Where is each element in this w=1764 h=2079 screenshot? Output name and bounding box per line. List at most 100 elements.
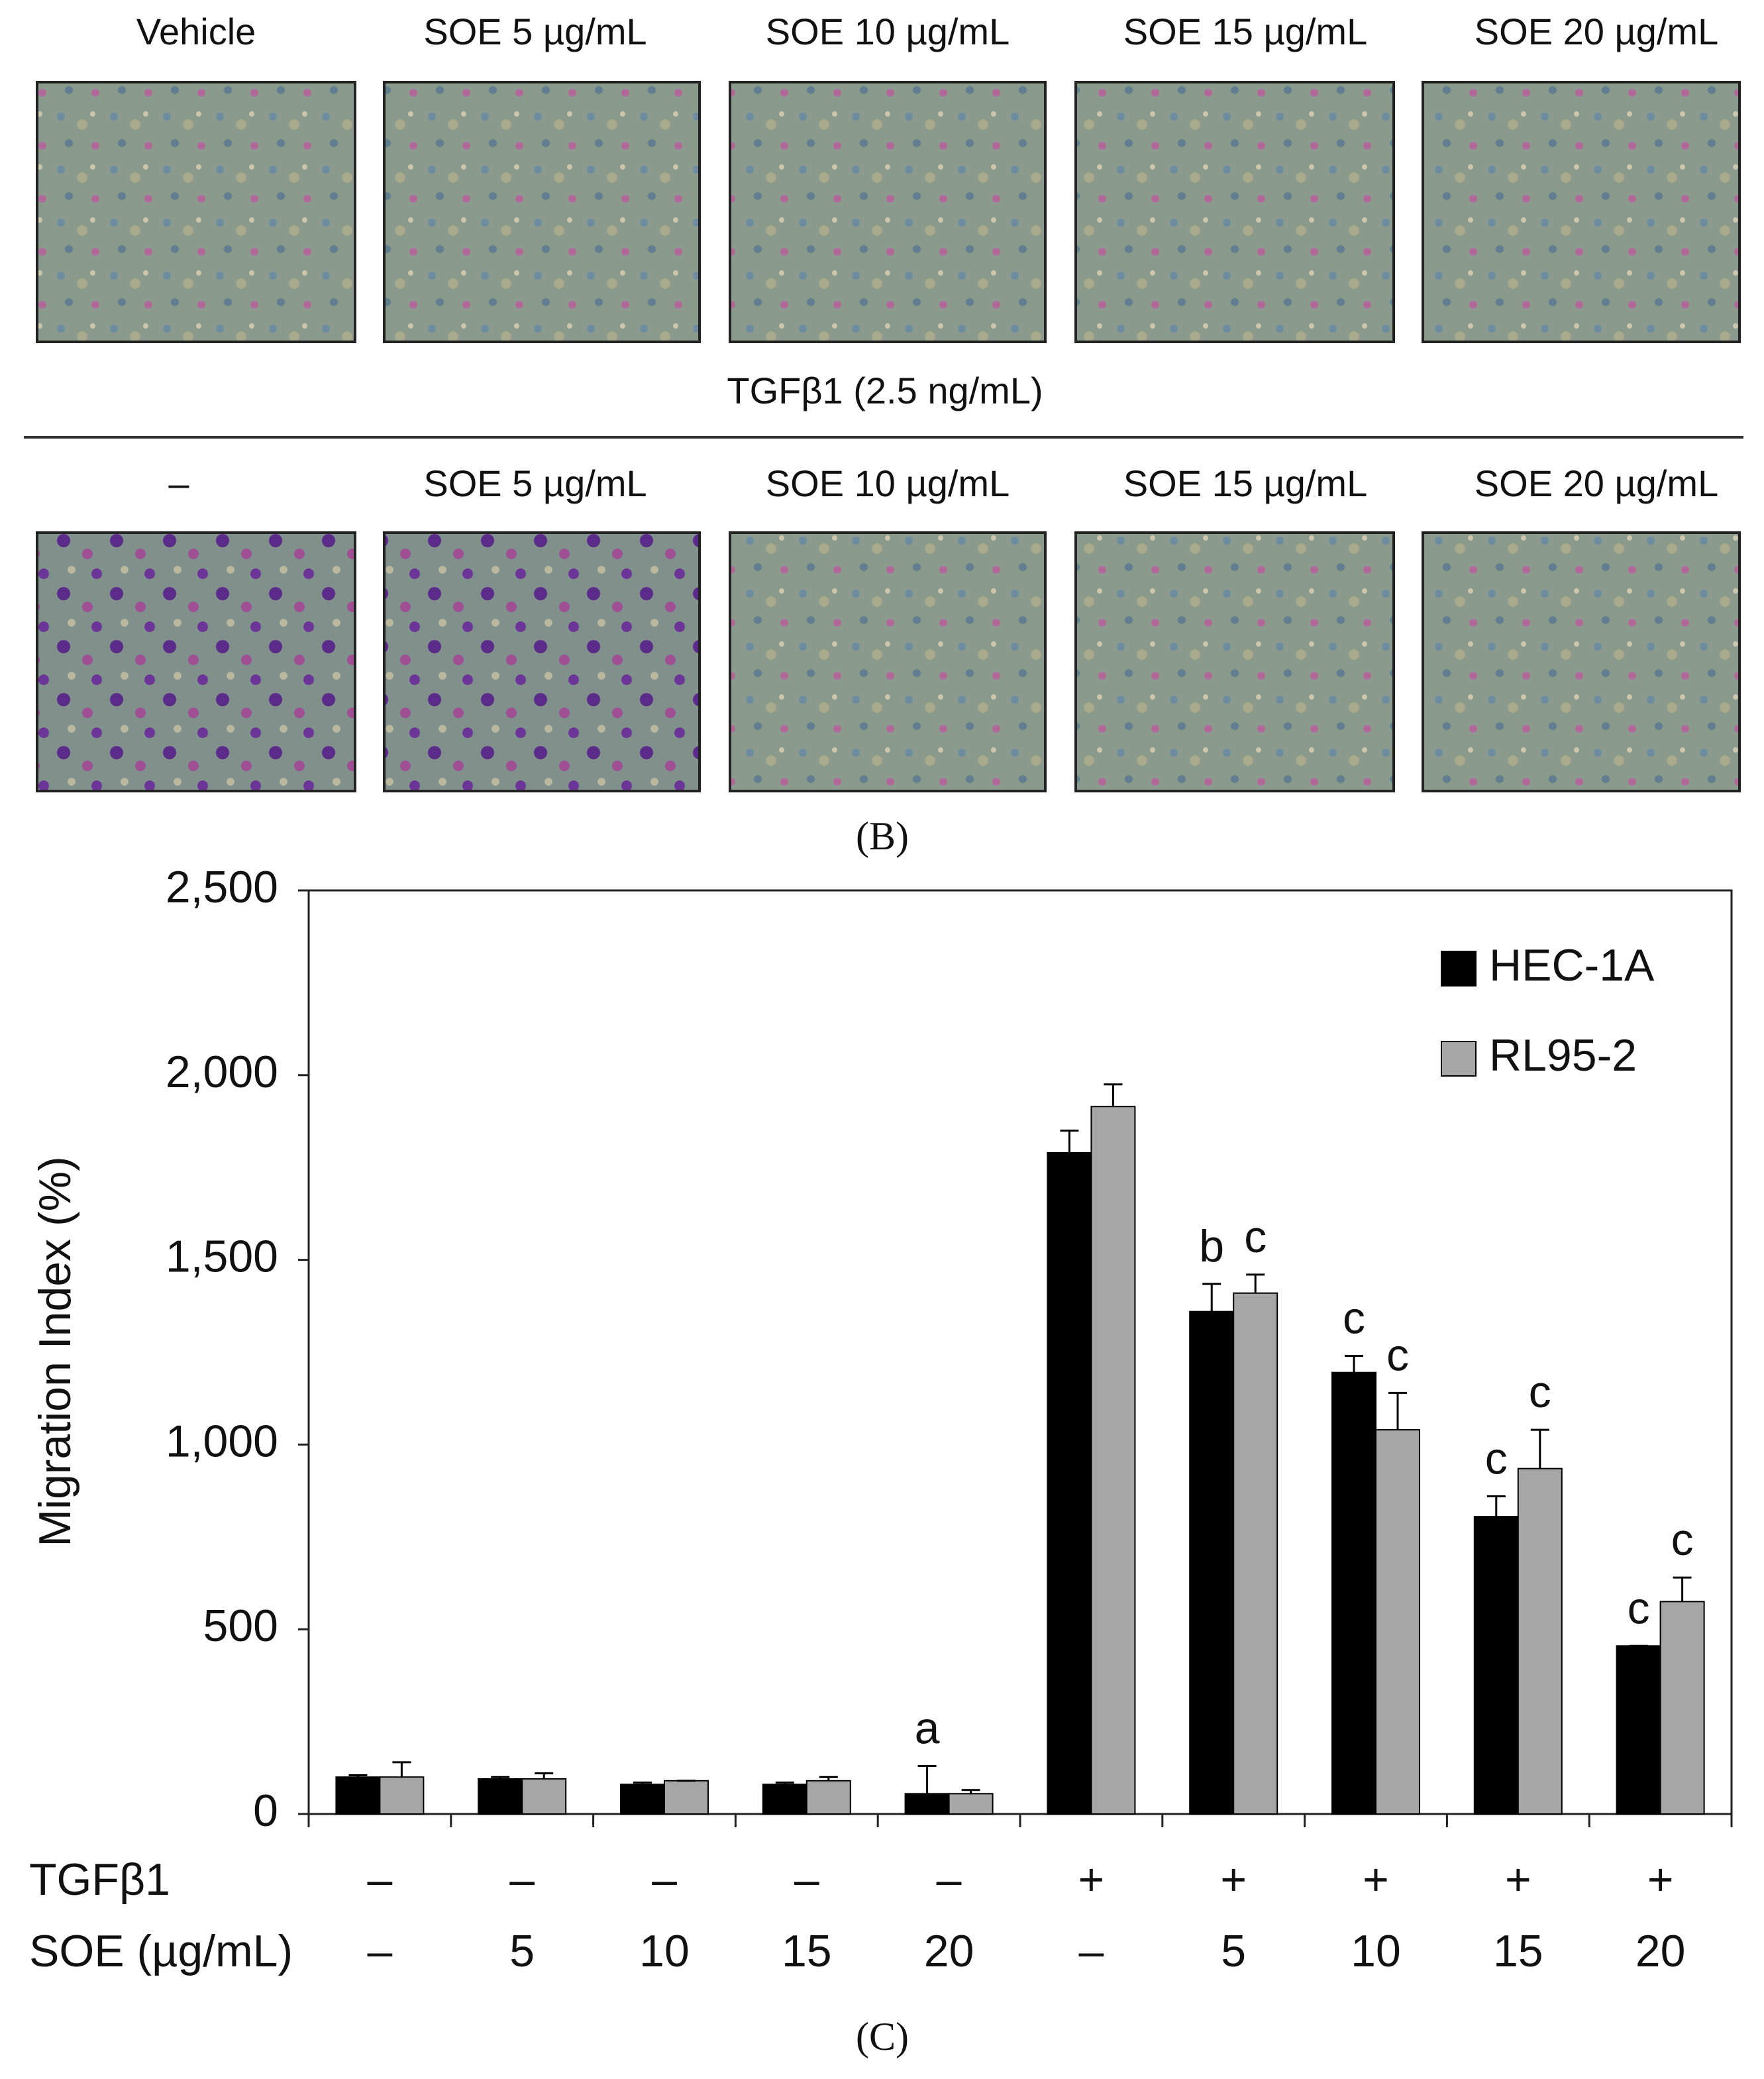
bar bbox=[1233, 1292, 1278, 1815]
panel-label: SOE 20 µg/mL bbox=[1475, 462, 1718, 504]
error-bar bbox=[392, 1761, 411, 1778]
panel-label: SOE 15 µg/mL bbox=[1123, 462, 1367, 504]
x-tick-label: 15 bbox=[782, 1926, 832, 1976]
panel-label: SOE 20 µg/mL bbox=[1475, 11, 1718, 52]
error-bar bbox=[1486, 1495, 1506, 1517]
y-tick-label: 2,500 bbox=[166, 862, 278, 912]
bar bbox=[664, 1780, 709, 1815]
bar bbox=[478, 1778, 523, 1815]
error-bar bbox=[1246, 1273, 1265, 1293]
bar bbox=[620, 1784, 665, 1815]
micrographs bbox=[36, 81, 1741, 792]
caption: (B) bbox=[856, 814, 909, 858]
panel-label: Vehicle bbox=[136, 11, 256, 52]
y-tick-label: 2,000 bbox=[166, 1047, 278, 1097]
bar bbox=[1047, 1151, 1092, 1815]
y-tick-label: 1,000 bbox=[166, 1416, 278, 1466]
panel-label: SOE 5 µg/mL bbox=[423, 11, 647, 52]
bar bbox=[1659, 1601, 1705, 1815]
micrograph bbox=[36, 531, 356, 792]
legend-swatch bbox=[1441, 1041, 1477, 1077]
micrograph bbox=[1074, 81, 1395, 343]
bar bbox=[1616, 1645, 1661, 1815]
x-tick-label: – bbox=[367, 1926, 392, 1976]
micrograph bbox=[1422, 81, 1741, 343]
x-tick-label: – bbox=[652, 1854, 677, 1905]
x-tick-label: 20 bbox=[1635, 1926, 1686, 1976]
panel-label: SOE 10 µg/mL bbox=[766, 462, 1010, 504]
bar bbox=[1375, 1429, 1420, 1815]
error-bar bbox=[1530, 1428, 1549, 1469]
significance-label: c bbox=[1244, 1212, 1267, 1262]
x-tick-label: – bbox=[794, 1854, 819, 1905]
bar bbox=[521, 1778, 567, 1815]
bar bbox=[805, 1780, 851, 1815]
x-tick-label: 10 bbox=[639, 1926, 690, 1976]
bar bbox=[948, 1793, 994, 1815]
error-bar bbox=[633, 1782, 652, 1785]
error-bar bbox=[961, 1789, 980, 1794]
x-tick-label: + bbox=[1647, 1854, 1674, 1905]
y-tick-label: 1,500 bbox=[166, 1232, 278, 1282]
micrograph bbox=[1074, 531, 1395, 792]
bar bbox=[335, 1776, 381, 1815]
significance-label: c bbox=[1386, 1330, 1409, 1380]
error-bar bbox=[775, 1782, 794, 1785]
error-bar bbox=[491, 1776, 510, 1780]
caption: (C) bbox=[856, 2015, 909, 2058]
x-tick-label: + bbox=[1505, 1854, 1531, 1905]
significance-label: c bbox=[1485, 1433, 1508, 1483]
micrograph bbox=[729, 531, 1047, 792]
x-tick-label: – bbox=[509, 1854, 535, 1905]
error-bar bbox=[1345, 1355, 1363, 1373]
x-tick-label: 5 bbox=[509, 1926, 535, 1976]
significance-label: c bbox=[1529, 1367, 1551, 1417]
error-bar bbox=[917, 1765, 937, 1794]
x-tick-label: 15 bbox=[1493, 1926, 1543, 1976]
y-axis-title: Migration Index (%) bbox=[30, 1156, 80, 1547]
micrograph bbox=[383, 531, 701, 792]
x-tick-label: 20 bbox=[924, 1926, 974, 1976]
legend-swatch bbox=[1441, 951, 1477, 986]
micrograph bbox=[1422, 531, 1741, 792]
bar bbox=[1090, 1106, 1136, 1815]
significance-label: c bbox=[1343, 1293, 1365, 1344]
x-tick-label: 5 bbox=[1221, 1926, 1246, 1976]
panel-label: – bbox=[168, 462, 189, 504]
error-bar bbox=[1202, 1283, 1221, 1312]
group-label: TGFβ1 (2.5 ng/mL) bbox=[727, 370, 1043, 411]
x-tick-label: – bbox=[937, 1854, 962, 1905]
micrograph bbox=[36, 81, 356, 343]
error-bar bbox=[819, 1776, 838, 1781]
y-tick-label: 0 bbox=[253, 1786, 278, 1836]
micrograph bbox=[729, 81, 1047, 343]
panel-label: SOE 5 µg/mL bbox=[423, 462, 647, 504]
bar bbox=[1331, 1371, 1376, 1815]
error-bar bbox=[348, 1774, 368, 1778]
significance-label: b bbox=[1199, 1221, 1224, 1271]
panel-label: SOE 15 µg/mL bbox=[1123, 11, 1367, 52]
significance-label: a bbox=[915, 1703, 940, 1753]
bar bbox=[379, 1776, 425, 1815]
bar bbox=[1517, 1467, 1563, 1815]
error-bar bbox=[1388, 1391, 1407, 1430]
x-row-label: TGFβ1 bbox=[29, 1854, 170, 1905]
x-row-label: SOE (µg/mL) bbox=[29, 1926, 293, 1976]
error-bar bbox=[1673, 1576, 1692, 1602]
bar bbox=[762, 1784, 807, 1815]
y-tick-label: 500 bbox=[203, 1601, 278, 1651]
legend-label: HEC-1A bbox=[1489, 940, 1655, 990]
x-tick-label: 10 bbox=[1351, 1926, 1401, 1976]
legend-label: RL95-2 bbox=[1489, 1030, 1637, 1081]
bar bbox=[1189, 1310, 1235, 1815]
error-bar bbox=[1060, 1129, 1079, 1153]
error-bar bbox=[1104, 1083, 1123, 1107]
x-tick-label: + bbox=[1078, 1854, 1105, 1905]
x-tick-label: – bbox=[367, 1854, 392, 1905]
x-tick-label: + bbox=[1220, 1854, 1247, 1905]
error-bar bbox=[535, 1772, 554, 1780]
bar bbox=[904, 1793, 950, 1815]
x-tick-label: – bbox=[1078, 1926, 1104, 1976]
significance-label: c bbox=[1671, 1515, 1694, 1565]
